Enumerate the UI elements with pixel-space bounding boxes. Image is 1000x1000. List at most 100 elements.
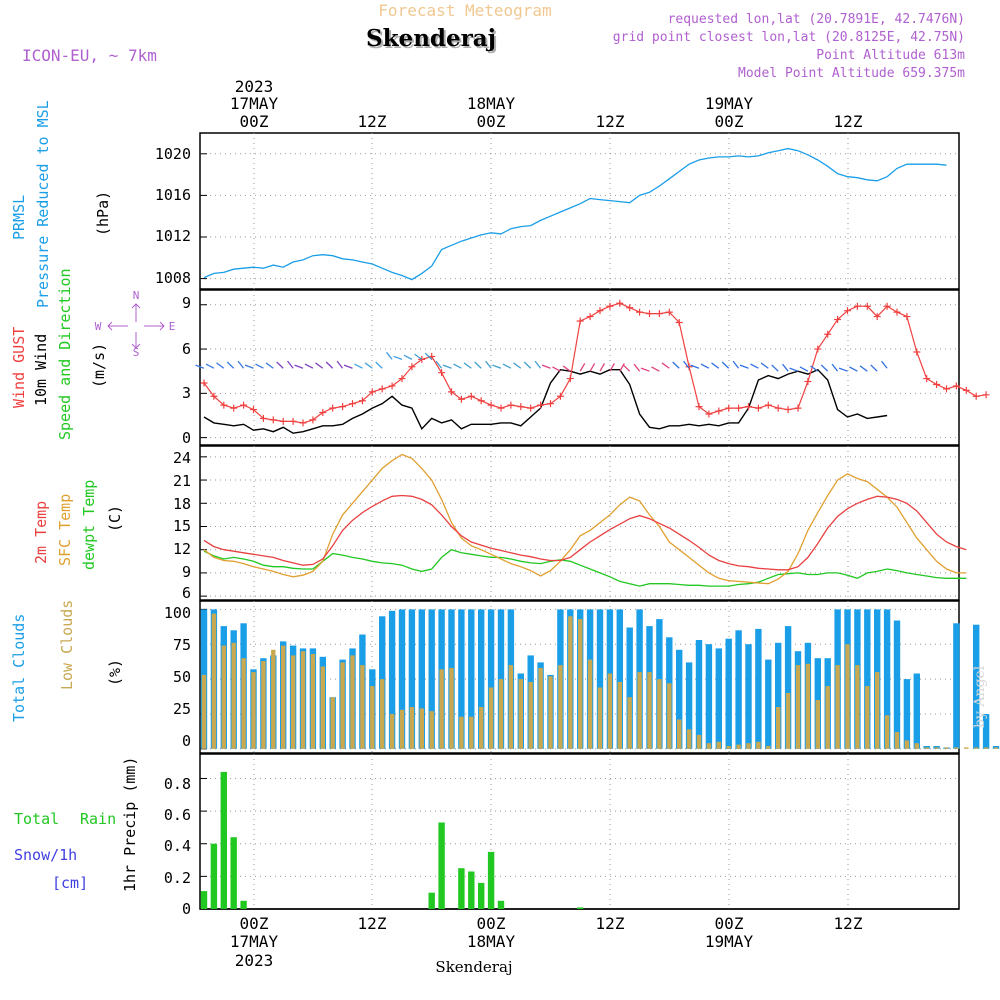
low-cloud-bar [647,672,652,749]
wind-arrow [640,367,650,372]
low-cloud-bar [251,672,256,749]
y-tick-labels: 1008 1012 1016 1020 0 3 6 9 6 9 12 15 18… [155,145,191,918]
snow-unit-label: [cm] [52,874,88,892]
gust-marker [289,417,297,425]
rain-bar [487,851,495,909]
wind-arrow [315,362,324,369]
wind-tick-3: 3 [182,384,191,402]
low-cloud-bar [983,747,989,749]
low-cloud-bar [756,741,761,749]
gust-marker [279,417,287,425]
gust-marker [259,414,267,422]
precip-panel [199,753,960,910]
gust-marker [507,401,515,409]
total-cloud-bar [478,609,485,749]
wind-arrow [364,362,373,369]
precip-tick-02: 0.2 [164,869,191,887]
low-cloud-bar [271,649,276,749]
watermark: by Angel [972,665,988,728]
gridpoint-coords: grid point closest lon,lat (20.8125E, 42… [613,30,965,45]
low-cloud-bar [706,743,712,749]
gust-marker [527,404,535,412]
gust-marker [665,308,673,316]
gust-marker [853,302,861,310]
low-cloud-bar [201,674,207,749]
wind-arrow [403,354,413,360]
pressure-labels: PRMSL Pressure Reduced to MSL (hPa) [10,100,112,308]
wind-arrow [831,363,839,372]
total-cloud-bar [913,673,920,749]
wind-arrow [672,361,680,369]
wind-tick-0: 0 [182,429,191,447]
total-cloud-bar [953,623,960,749]
low-cloud-bar [310,654,316,749]
low-cloud-bar [587,659,593,749]
bottom-date-19may: 19MAY [705,932,754,951]
wind-speed-line [203,368,888,434]
tsfc-label: SFC Temp [56,494,74,566]
total-cloud-bar [784,626,792,749]
total-cloud-bar [775,642,782,749]
low-cloud-bar [865,686,870,749]
gust-marker [725,404,733,412]
gust-marker [745,403,752,411]
top-tick-12z-1: 12Z [358,112,387,131]
wind-arrow [265,362,274,369]
wind-arrow [609,363,615,372]
low-cloud-bar [508,665,514,749]
temp-tick-21: 21 [173,472,191,490]
compass-arrows-icon [107,303,165,349]
gust-marker [230,404,238,412]
low-cloud-bar [488,687,494,749]
wind-arrow [523,361,532,369]
gust-marker [566,375,574,383]
wind-arrow [205,363,215,369]
gust-marker [873,313,881,321]
bottom-date-17may: 17MAY [230,932,279,951]
low-cloud-bar [746,743,751,749]
total-cloud-bar [864,609,871,749]
wind-arrow [226,361,235,369]
wind-arrow [838,367,848,372]
temp-tick-18: 18 [173,495,191,513]
low-cloud-bar [518,679,523,749]
gust-marker [596,307,604,315]
total-cloud-bar [745,644,752,749]
low-cloud-bar [627,697,632,749]
low-cloud-bar [677,719,682,749]
wind-arrow [453,363,462,369]
gust-marker [735,404,743,412]
total-cloud-bar [715,648,722,749]
wind-arrow [799,366,809,372]
top-tick-12z-3: 12Z [834,112,863,131]
wind-arrow [513,362,522,369]
gust-marker [685,363,693,371]
low-cloud-bar [835,665,840,749]
low-cloud-bar [924,747,929,749]
gust-marker [210,392,218,400]
total-cloud-bar [705,644,713,749]
gust-marker [467,392,475,400]
gust-marker [438,369,446,377]
wind-arrow [789,367,799,372]
gust-marker [487,401,495,409]
temp-tick-9: 9 [182,563,191,581]
gust-marker [824,330,832,338]
wind-arrow [859,365,868,372]
bottom-year: 2023 [235,951,274,970]
gust-marker [388,382,396,390]
gust-marker [358,397,366,405]
wind-arrow [304,363,314,369]
rain-bar [497,900,505,909]
total-label: Total [14,810,59,828]
gust-marker [844,307,851,315]
low-cloud-bar [290,655,296,749]
low-cloud-bar [459,716,464,749]
point-altitude: Point Altitude 613m [816,48,965,63]
compass-east: E [169,320,176,333]
low-cloud-bar [776,707,781,749]
low-cloud-bar [904,740,910,749]
gust-marker [616,299,624,307]
pressure-line [203,147,947,281]
bottom-tick-12z-3: 12Z [834,914,863,933]
